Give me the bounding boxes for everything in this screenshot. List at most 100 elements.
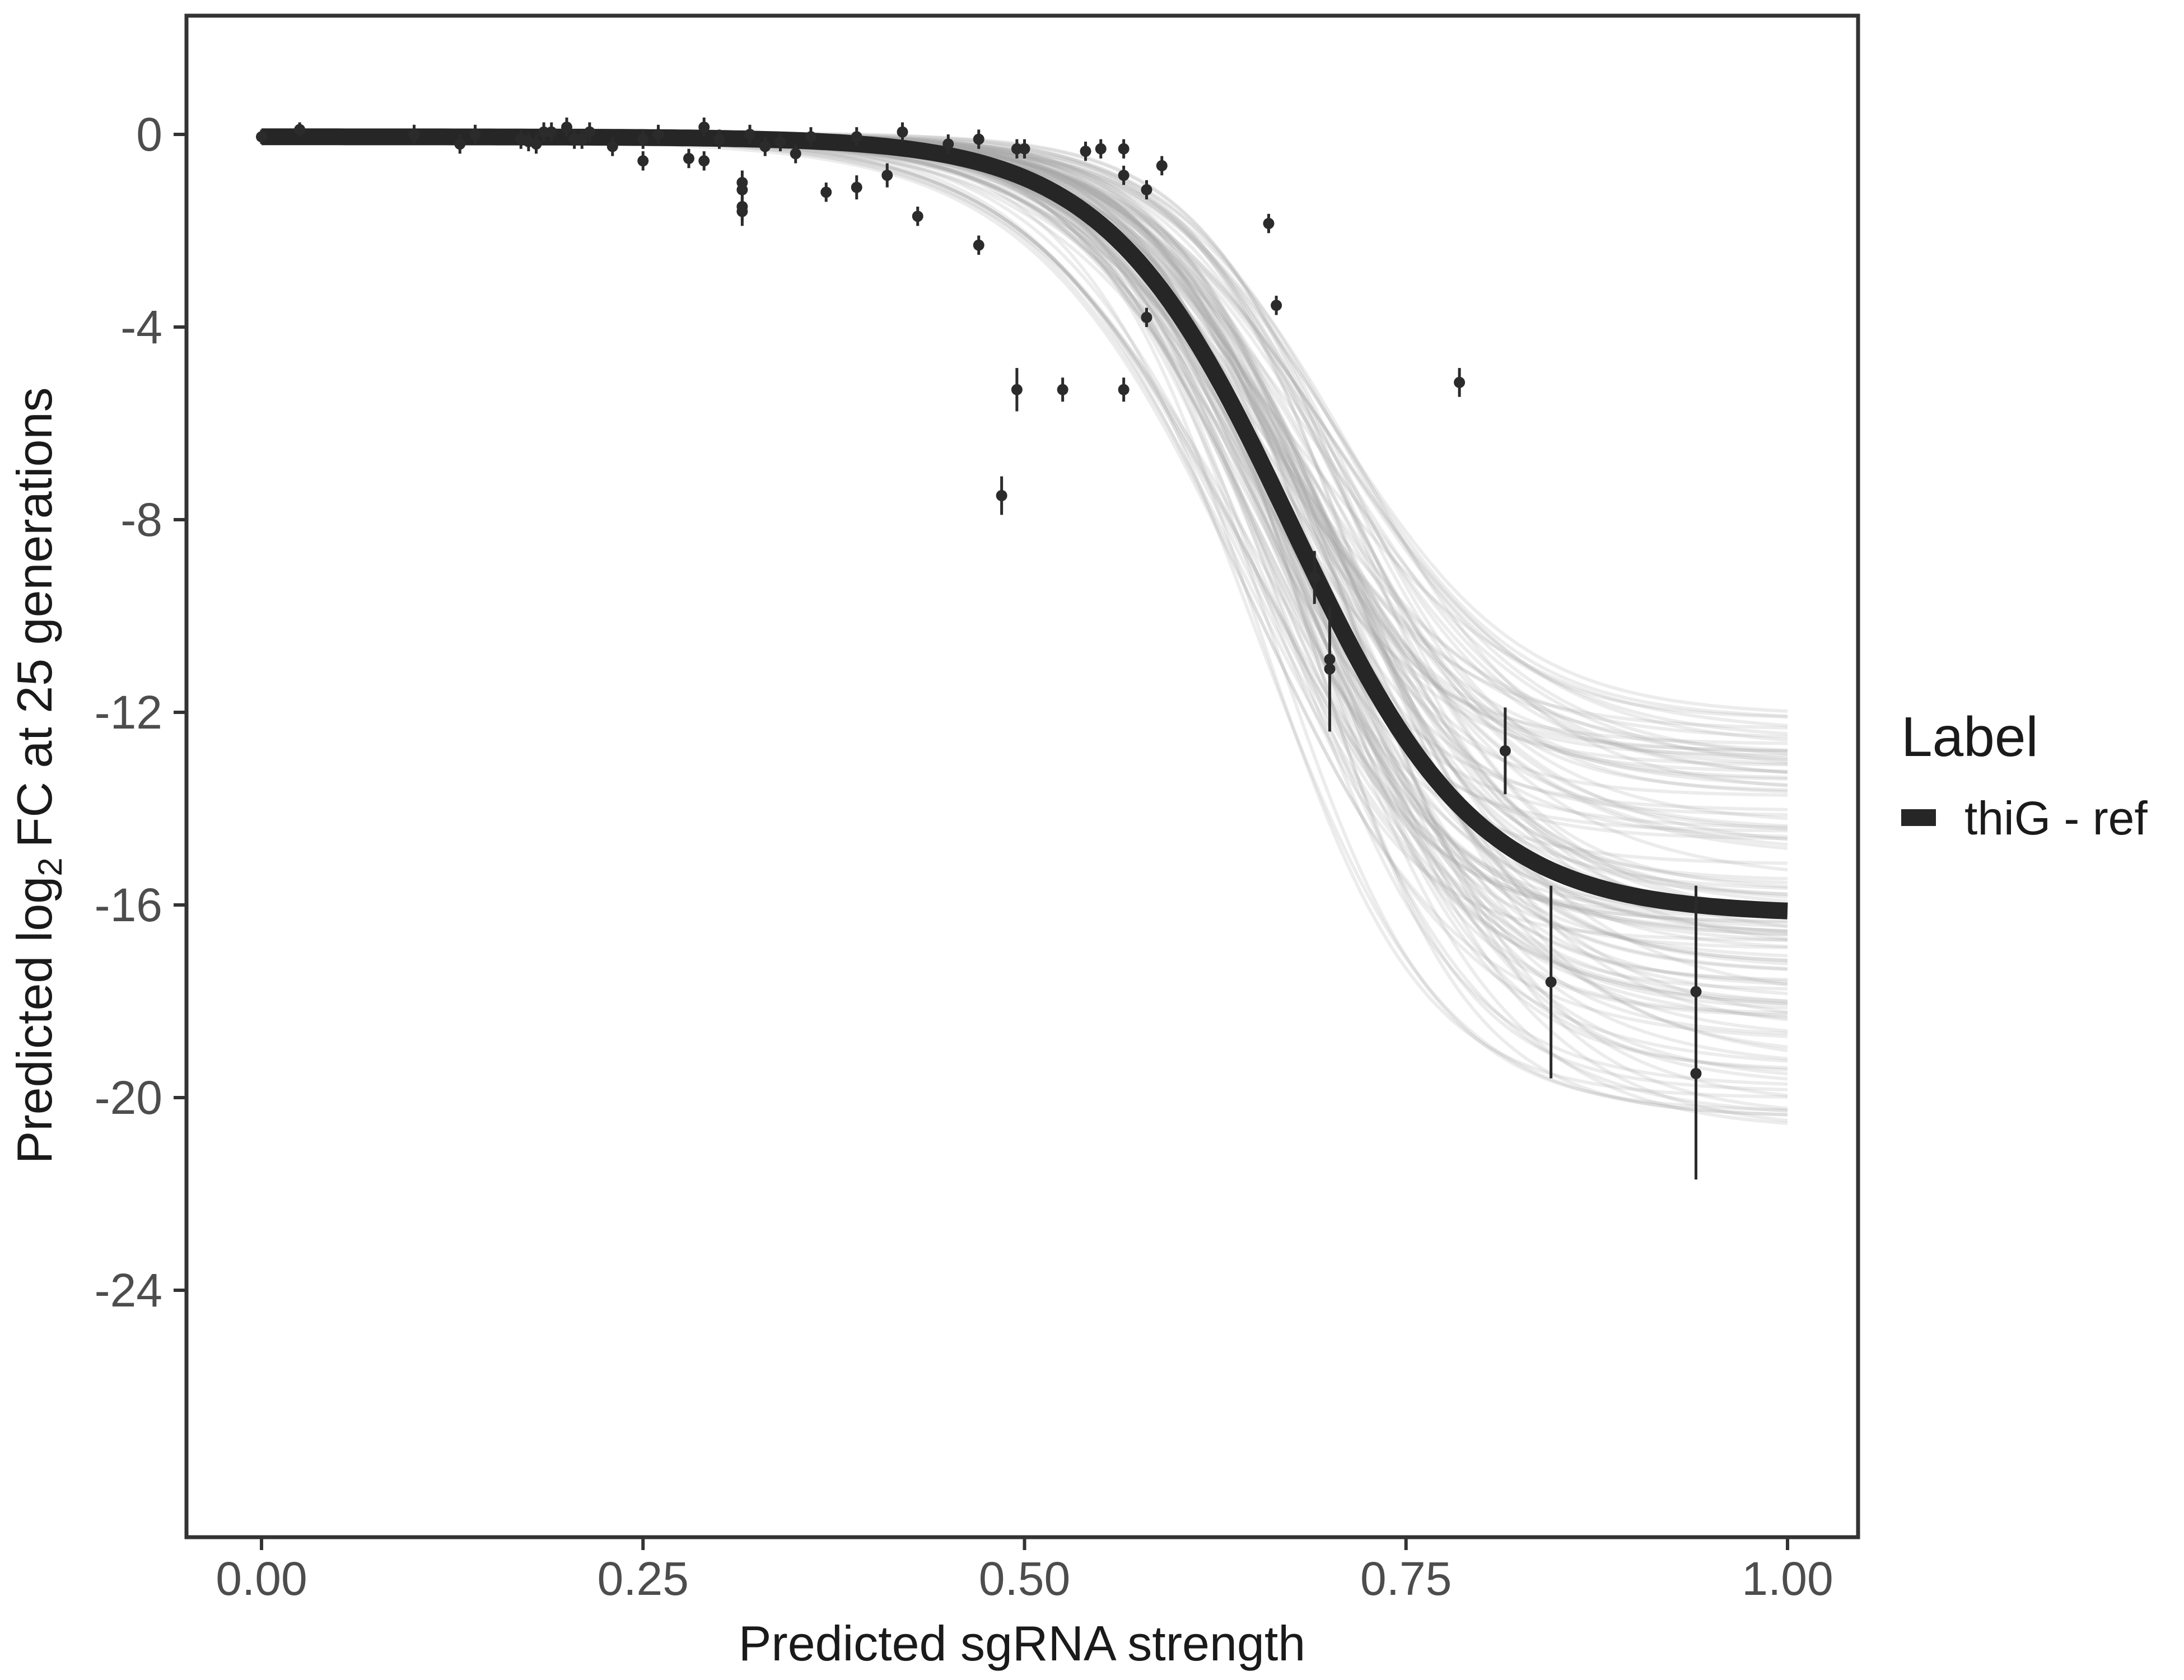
data-point (897, 122, 908, 142)
y-axis: 0 -4 -8 -12 -16 -20 -24 (95, 108, 185, 1317)
point-marker (584, 126, 595, 138)
point-marker (790, 148, 801, 160)
data-point (759, 137, 771, 156)
point-marker (1454, 376, 1466, 388)
point-marker (805, 131, 816, 143)
y-axis-title-suffix: FC at 25 generations (7, 388, 62, 848)
data-point (912, 207, 923, 226)
point-marker (469, 129, 481, 140)
data-point (1499, 707, 1511, 795)
point-marker (973, 239, 984, 251)
legend-title: Label (1901, 706, 2038, 768)
point-marker (637, 155, 649, 167)
data-point (1057, 377, 1068, 402)
data-point (1095, 139, 1107, 158)
point-marker (683, 153, 694, 164)
data-point (408, 124, 420, 144)
data-point (1118, 165, 1130, 185)
point-marker (698, 122, 710, 133)
y-tick-label: -4 (120, 301, 162, 353)
data-point (973, 129, 984, 149)
y-axis-title-log: log (7, 876, 62, 942)
point-marker (1080, 146, 1091, 157)
point-marker (1271, 300, 1282, 311)
y-axis-title-subscript: 2 (31, 857, 69, 876)
data-point (294, 122, 306, 137)
data-point (637, 151, 649, 171)
point-marker (256, 131, 267, 143)
point-marker (881, 170, 893, 181)
point-marker (851, 181, 862, 193)
data-point (713, 129, 725, 149)
data-point (1019, 139, 1030, 158)
data-point (996, 476, 1007, 515)
point-marker (820, 186, 832, 198)
data-point (851, 127, 862, 147)
point-marker (973, 133, 984, 145)
data-point (1141, 307, 1152, 327)
point-marker (652, 129, 664, 140)
point-marker (1309, 572, 1320, 584)
point-marker (1118, 170, 1130, 181)
y-tick-label: -8 (120, 493, 162, 546)
point-marker (1141, 184, 1152, 195)
y-axis-title-gap (7, 942, 62, 955)
point-marker (713, 133, 725, 145)
point-marker (774, 136, 786, 147)
data-point (942, 134, 954, 154)
point-marker (1118, 384, 1130, 395)
data-point (736, 197, 748, 226)
data-point (454, 134, 466, 154)
data-point (744, 124, 755, 144)
point-marker (1019, 143, 1030, 155)
point-marker (698, 155, 710, 167)
data-point (790, 144, 801, 164)
y-tick-label: 0 (136, 108, 162, 161)
point-marker (1011, 384, 1023, 395)
y-axis-title: Predicted log2 FC at 25 generations (7, 388, 69, 1164)
x-axis: 0.00 0.25 0.50 0.75 1.00 (216, 1539, 1833, 1605)
point-marker (1263, 218, 1275, 230)
point-marker (606, 141, 618, 152)
point-marker (530, 138, 542, 150)
point-marker (637, 133, 649, 145)
legend-entry-label: thiG - ref (1964, 792, 2148, 844)
point-marker (736, 184, 748, 195)
point-marker (1156, 160, 1168, 171)
y-tick-label: -12 (95, 686, 162, 739)
point-marker (545, 126, 557, 138)
data-point (1271, 296, 1282, 315)
data-point (1118, 139, 1130, 158)
point-marker (454, 138, 466, 150)
data-point (851, 175, 862, 200)
point-marker (1057, 384, 1068, 395)
data-point (1141, 180, 1152, 200)
data-point (256, 129, 267, 144)
data-point (606, 137, 618, 156)
data-point (1080, 141, 1091, 161)
point-marker (1118, 143, 1130, 155)
data-points (256, 117, 1702, 1180)
point-marker (576, 133, 588, 145)
point-marker (1324, 663, 1336, 675)
data-point (469, 124, 481, 144)
x-tick-label: 0.50 (979, 1552, 1071, 1605)
point-marker (1499, 745, 1511, 757)
point-marker (561, 122, 572, 133)
data-point (1690, 967, 1702, 1180)
data-point (820, 183, 832, 202)
data-point (698, 151, 710, 171)
point-marker (851, 131, 862, 143)
point-marker (744, 129, 755, 140)
data-point (1324, 606, 1336, 732)
point-marker (996, 490, 1007, 501)
data-point (576, 129, 588, 149)
point-marker (912, 211, 923, 222)
point-marker (1545, 976, 1557, 988)
data-point (1156, 156, 1168, 176)
point-marker (759, 141, 771, 152)
data-point (805, 127, 816, 147)
x-tick-label: 0.25 (598, 1552, 689, 1605)
